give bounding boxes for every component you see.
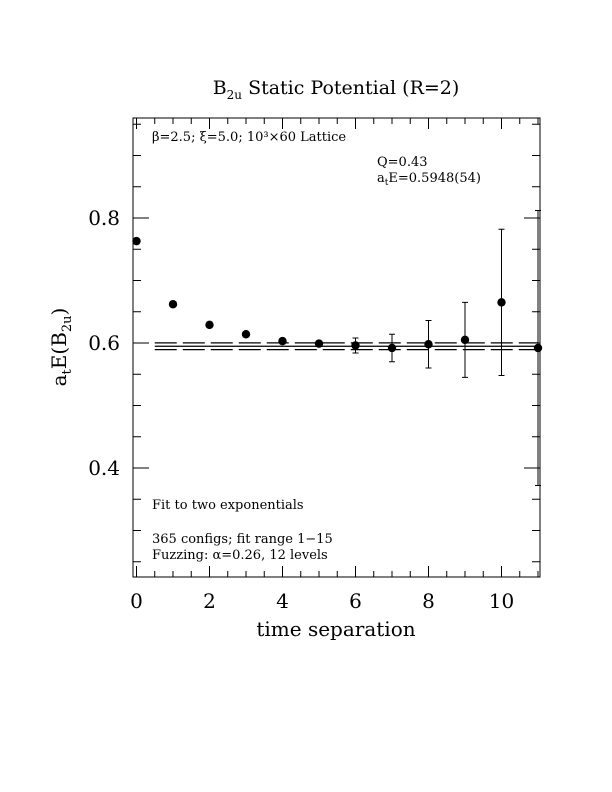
data-point [278,336,287,346]
x-tick-label: 6 [349,589,362,613]
annotation-fit-type: Fit to two exponentials [152,498,304,513]
y-tick-labels: 0.4 0.6 0.8 [88,206,120,480]
data-point [351,341,360,350]
annotation-fuzzing: Fuzzing: α=0.26, 12 levels [152,548,328,563]
x-tick-label: 8 [422,589,435,613]
data-point [533,343,543,353]
x-tick-label: 2 [203,589,216,613]
annotation-configs: 365 configs; fit range 1−15 [152,532,333,547]
data-point [241,330,251,339]
data-point [132,236,141,246]
annotation-ate: atE=0.5948(54) [377,171,481,188]
chart-title-subscript: 2u [227,88,243,102]
y-axis-label: atE(B2u) [47,308,75,387]
y-tick-label: 0.8 [88,206,120,230]
data-point [314,339,324,348]
data-point [387,343,397,353]
data-point [168,300,178,309]
x-tick-label: 10 [489,589,514,613]
fit-band [154,342,538,351]
y-tick-label: 0.6 [88,331,120,355]
x-axis-label: time separation [256,617,415,641]
data-point [497,298,506,307]
axis-ticks [133,118,540,577]
y-tick-label: 0.4 [88,456,120,480]
data-point [460,335,470,345]
chart-title: B2u Static Potential (R=2) [213,77,460,102]
data-point [424,340,433,349]
x-tick-labels: 0 2 4 6 8 10 [130,589,514,613]
data-point [205,320,214,330]
data-points [132,210,543,486]
x-tick-label: 4 [276,589,289,613]
annotation-q: Q=0.43 [377,155,428,170]
x-tick-label: 0 [130,589,143,613]
annotation-lattice: β=2.5; ξ=5.0; 10³×60 Lattice [152,130,346,145]
